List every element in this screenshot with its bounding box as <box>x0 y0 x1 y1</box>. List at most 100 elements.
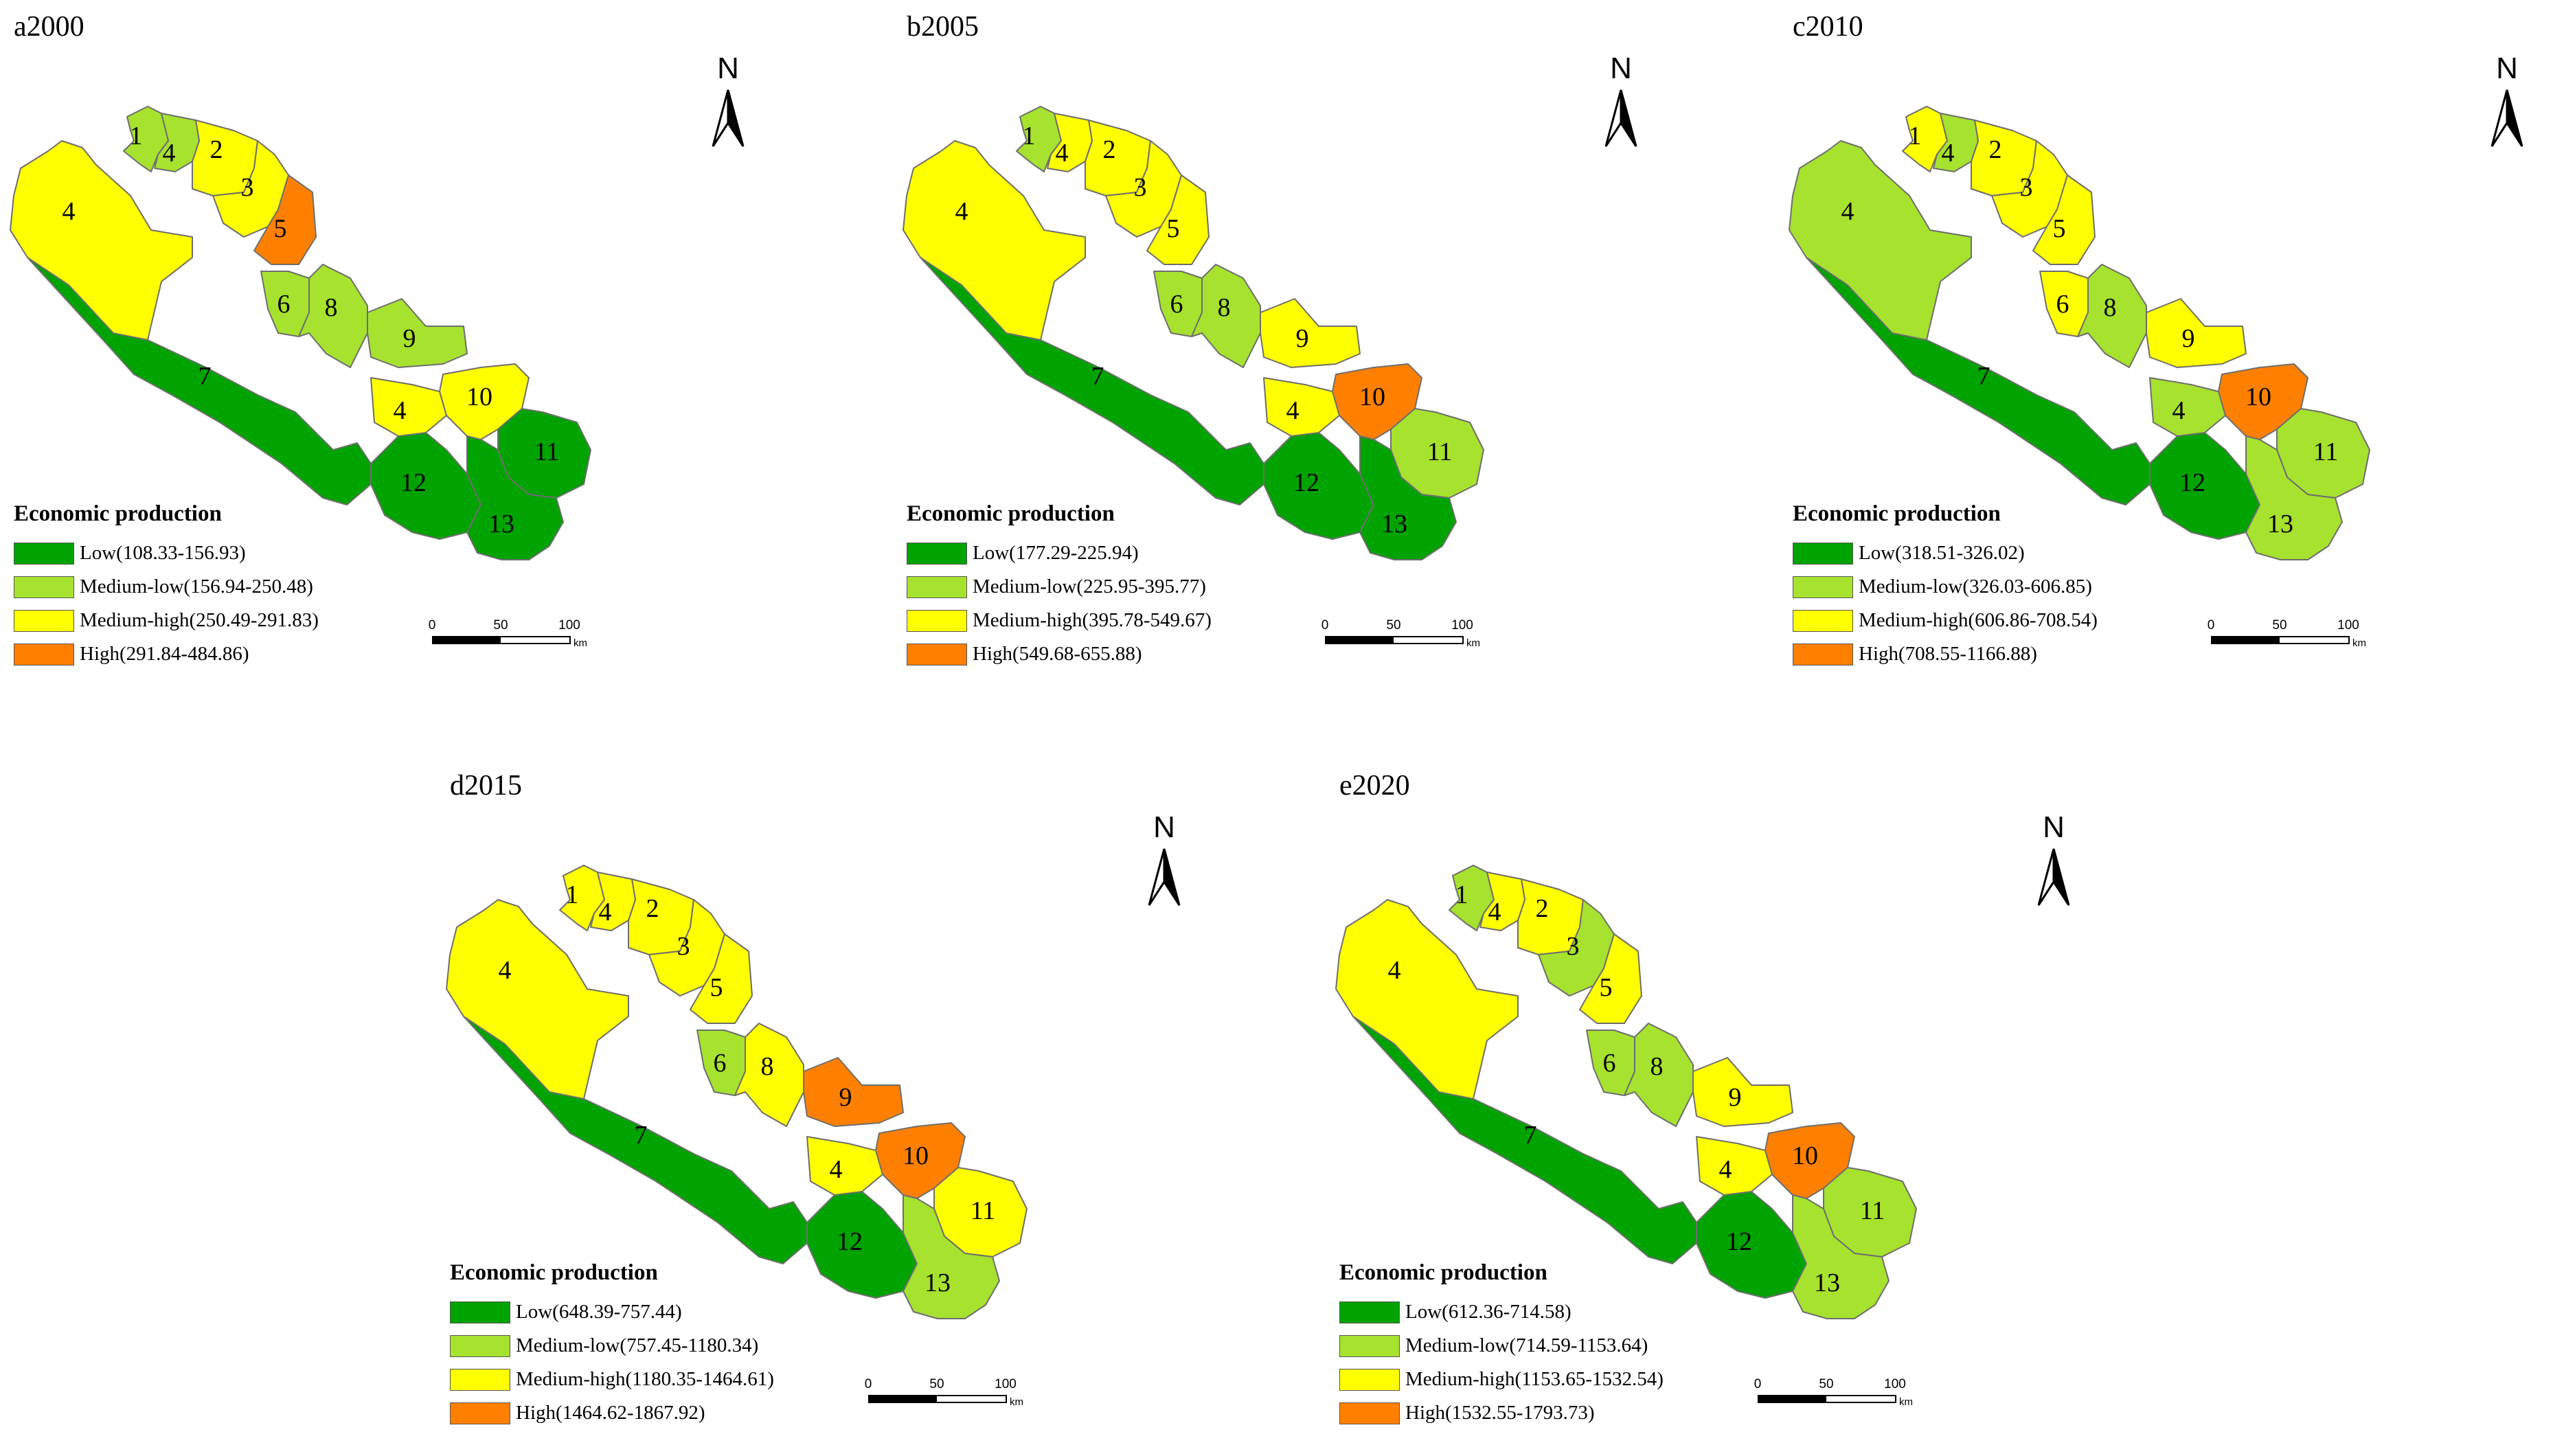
legend-label: Low(648.39-757.44) <box>516 1301 682 1323</box>
legend-label: Low(108.33-156.93) <box>80 542 246 564</box>
region-4b <box>370 377 447 437</box>
map-panel-e2020: e2020 1 2 3 5 6 7 8 9 10 11 12 13 4 4 4 N Economic pro… <box>1335 769 2191 1456</box>
region-9 <box>367 298 468 368</box>
region-label-4b: 4 <box>1719 1155 1732 1184</box>
legend-item-high: High(291.84-484.86) <box>14 637 319 671</box>
legend-label: Medium-low(225.95-395.77) <box>973 576 1206 598</box>
legend-item-medium-low: Medium-low(326.03-606.85) <box>1793 570 2098 604</box>
region-label-10: 10 <box>903 1141 929 1170</box>
legend-rows: Low(612.36-714.58) Medium-low(714.59-1153… <box>1339 1295 1664 1430</box>
legend-item-high: High(549.68-655.88) <box>907 637 1212 671</box>
legend-swatch <box>14 542 74 565</box>
scale-tick: 100 <box>995 1377 1017 1391</box>
north-arrow: N <box>2480 52 2534 161</box>
region-13 <box>2245 435 2343 560</box>
region-8 <box>298 264 368 368</box>
scale-bar-white <box>935 1395 1007 1403</box>
region-4b <box>1696 1136 1773 1196</box>
region-13 <box>903 1194 1000 1319</box>
north-arrow: N <box>1593 52 1648 161</box>
legend-label: Medium-high(606.86-708.54) <box>1859 609 2098 631</box>
region-label-9: 9 <box>1296 324 1309 353</box>
region-9 <box>2146 298 2247 368</box>
scale-bar-black <box>1758 1395 1826 1403</box>
map-panel-a2000: a2000 1 2 3 5 6 7 8 9 10 11 12 13 4 4 4 N Economic pro… <box>10 10 865 697</box>
region-label-12: 12 <box>1726 1227 1752 1256</box>
legend-title: Economic production <box>14 501 222 526</box>
region-label-4c: 4 <box>1388 956 1401 985</box>
region-label-13: 13 <box>1814 1269 1840 1297</box>
legend-item-medium-low: Medium-low(714.59-1153.64) <box>1339 1329 1664 1363</box>
legend: Economic production Low(612.36-714.58) Me… <box>1339 1260 1664 1430</box>
scale-bar-black <box>2211 636 2280 644</box>
legend-swatch <box>14 576 74 598</box>
region-label-8: 8 <box>1218 293 1231 322</box>
region-label-4c: 4 <box>1841 197 1854 226</box>
panel-title: a2000 <box>14 11 84 43</box>
region-13 <box>1359 435 1457 560</box>
legend-rows: Low(177.29-225.94) Medium-low(225.95-395.… <box>907 536 1212 671</box>
north-arrow-icon <box>2490 89 2523 147</box>
legend-rows: Low(318.51-326.02) Medium-low(326.03-606.… <box>1793 536 2098 671</box>
legend-label: High(1464.62-1867.92) <box>516 1402 705 1424</box>
legend-item-low: Low(318.51-326.02) <box>1793 536 2098 570</box>
regions <box>1789 106 2370 560</box>
north-arrow: N <box>701 52 756 161</box>
region-label-13: 13 <box>1381 510 1407 538</box>
region-label-7: 7 <box>1091 362 1104 391</box>
region-label-3: 3 <box>241 173 254 202</box>
region-label-7: 7 <box>635 1121 648 1150</box>
legend-item-high: High(1464.62-1867.92) <box>450 1396 774 1430</box>
north-letter: N <box>2496 52 2518 85</box>
scale-tick: 0 <box>1321 618 1329 633</box>
legend-rows: Low(108.33-156.93) Medium-low(156.94-250.… <box>14 536 319 671</box>
legend-label: Medium-high(1180.35-1464.61) <box>516 1368 774 1390</box>
legend-swatch <box>1793 576 1853 598</box>
legend: Economic production Low(177.29-225.94) Me… <box>907 501 1212 671</box>
legend-swatch <box>907 542 967 565</box>
legend-item-medium-high: Medium-high(606.86-708.54) <box>1793 604 2098 637</box>
legend-label: Low(177.29-225.94) <box>973 542 1139 564</box>
region-5 <box>690 933 753 1024</box>
region-label-12: 12 <box>400 468 427 497</box>
region-5 <box>2032 174 2096 265</box>
legend-item-medium-high: Medium-high(395.78-549.67) <box>907 604 1212 637</box>
scale-tick: 50 <box>1386 618 1401 633</box>
north-arrow-icon <box>1604 89 1637 147</box>
region-label-4a: 4 <box>1488 898 1501 926</box>
legend: Economic production Low(318.51-326.02) Me… <box>1793 501 2098 671</box>
region-label-8: 8 <box>1650 1052 1664 1081</box>
legend-swatch <box>1339 1368 1400 1391</box>
legend-swatch <box>14 609 74 632</box>
legend-item-low: Low(108.33-156.93) <box>14 536 319 570</box>
legend-label: Medium-high(1153.65-1532.54) <box>1405 1368 1664 1390</box>
region-label-5: 5 <box>2053 214 2066 243</box>
region-label-6: 6 <box>2056 290 2069 319</box>
region-5 <box>1146 174 1210 265</box>
legend-swatch <box>1339 1402 1400 1424</box>
scale-bar: 0 50 100 km <box>1321 618 1528 659</box>
map-panel-d2015: d2015 1 2 3 5 6 7 8 9 10 11 12 13 4 4 4 N Economic pro… <box>446 769 1302 1456</box>
regions <box>10 106 591 560</box>
region-4a <box>1479 872 1525 931</box>
legend-label: Medium-low(757.45-1180.34) <box>516 1334 759 1356</box>
legend-title: Economic production <box>1793 501 2001 526</box>
region-8 <box>1624 1023 1694 1127</box>
north-arrow: N <box>2026 810 2081 920</box>
region-label-7: 7 <box>198 362 212 391</box>
region-label-4b: 4 <box>1286 396 1300 425</box>
legend-title: Economic production <box>450 1260 658 1285</box>
region-label-1: 1 <box>130 122 143 150</box>
region-4c <box>1335 899 1519 1100</box>
region-4a <box>1933 113 1979 172</box>
scale-tick: 100 <box>558 618 580 633</box>
region-4b <box>1263 377 1340 437</box>
legend-label: Low(318.51-326.02) <box>1859 542 2025 564</box>
region-label-1: 1 <box>566 880 579 909</box>
region-label-5: 5 <box>1167 214 1180 243</box>
scale-unit: km <box>1466 637 1480 649</box>
